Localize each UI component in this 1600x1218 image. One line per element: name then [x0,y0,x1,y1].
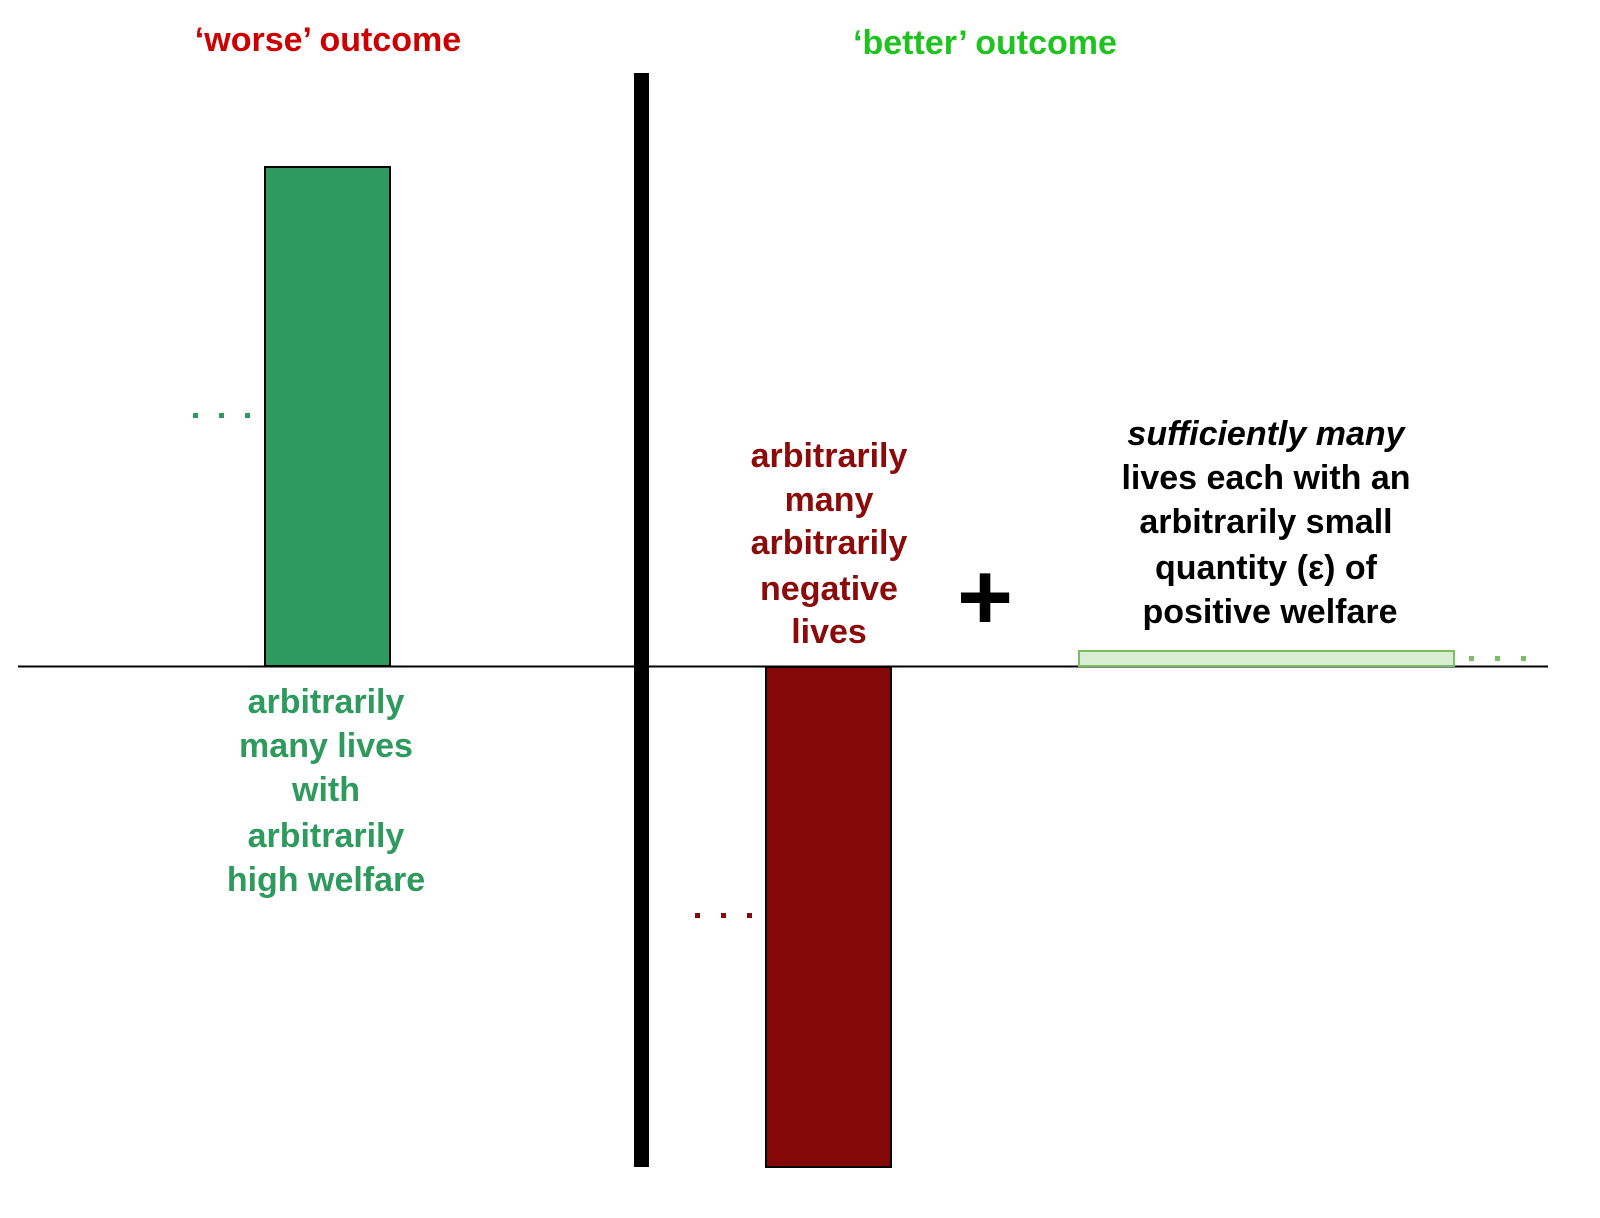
right-label-emphasis: sufficiently many [1127,415,1406,453]
middle-label-line: lives [791,613,867,651]
right-label-line: quantity (ε) of [1155,549,1378,587]
left-label-line: high welfare [227,861,425,899]
middle-label-line: arbitrarily [751,524,908,562]
middle-label-line: arbitrarily [751,437,908,475]
middle-label-line: many [785,481,874,519]
right-label-line: positive welfare [1142,593,1397,631]
epsilon-bar [1078,650,1455,667]
right-label-line: arbitrarily small [1139,503,1392,541]
middle-label-line: negative [760,570,898,608]
right-label-line: lives each with an [1121,459,1410,497]
left-ellipsis [193,413,250,418]
right-ellipsis [1469,656,1526,661]
better-title: ‘better’ outcome [853,24,1117,62]
left-label-line: many lives [239,727,413,765]
left-label-line: arbitrarily [248,683,405,721]
high-welfare-bar [264,166,391,667]
left-label-line: with [291,771,360,809]
plus-sign: + [957,543,1013,650]
divider [634,73,649,1167]
middle-ellipsis [695,913,752,918]
left-label-line: arbitrarily [248,817,405,855]
worse-title: ‘worse’ outcome [195,21,461,59]
negative-bar [765,666,892,1168]
